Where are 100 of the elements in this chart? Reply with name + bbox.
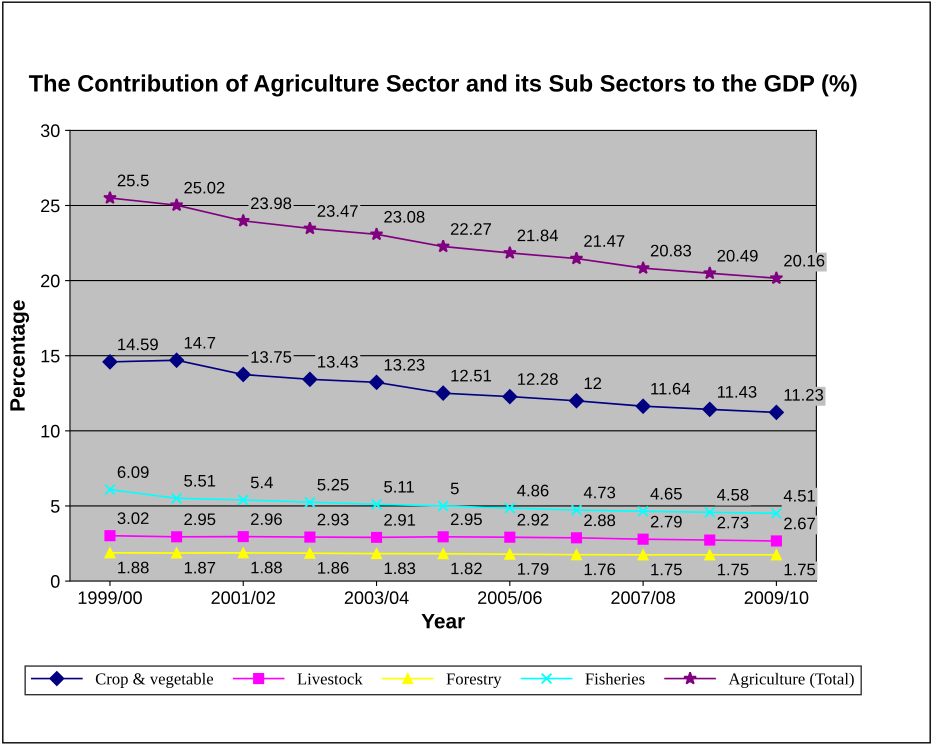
data-label: 13.23 xyxy=(384,358,424,371)
point xyxy=(238,531,249,542)
data-label: 12.28 xyxy=(518,373,558,385)
point xyxy=(370,227,384,240)
point xyxy=(570,251,584,264)
point xyxy=(368,374,384,390)
data-label: 1.82 xyxy=(451,562,482,574)
point xyxy=(238,547,249,558)
data-label: 25.02 xyxy=(184,182,224,194)
point xyxy=(504,502,516,514)
point xyxy=(770,508,782,520)
point xyxy=(768,404,784,420)
data-label: 1.87 xyxy=(184,562,216,574)
x-axis-title: Year xyxy=(422,614,465,629)
data-label: 1.79 xyxy=(518,562,548,575)
data-label: 22.27 xyxy=(450,223,491,235)
point xyxy=(636,260,650,274)
point xyxy=(104,530,116,542)
point xyxy=(637,505,649,518)
point xyxy=(704,506,716,518)
data-label: 5.25 xyxy=(318,478,349,491)
point xyxy=(704,534,716,546)
data-label: 12 xyxy=(584,377,602,390)
data-label: 3.02 xyxy=(118,512,149,524)
point xyxy=(237,494,250,506)
point xyxy=(568,393,584,408)
y-tick-label: 30 xyxy=(40,124,60,138)
point xyxy=(104,484,116,496)
point xyxy=(370,548,382,560)
data-label: 11.43 xyxy=(718,386,756,398)
x-tick-label: 2005/06 xyxy=(478,590,542,604)
point xyxy=(570,549,582,560)
data-label: 5.51 xyxy=(184,475,216,487)
data-label: 13.75 xyxy=(251,351,292,363)
x-tick-label: 2009/10 xyxy=(744,590,808,604)
point xyxy=(370,498,382,510)
data-label: 11.23 xyxy=(784,388,824,401)
point xyxy=(570,504,582,516)
data-label: 2.93 xyxy=(318,514,349,526)
legend-label: Forestry xyxy=(446,673,502,688)
data-label: 1.88 xyxy=(118,562,149,574)
point xyxy=(638,549,649,560)
data-label: 14.59 xyxy=(118,338,158,350)
legend-label: Livestock xyxy=(297,672,363,685)
data-label: 2.95 xyxy=(450,513,482,526)
data-label: 1.88 xyxy=(251,562,282,574)
point xyxy=(570,532,582,544)
point xyxy=(436,239,450,252)
point xyxy=(504,532,516,543)
data-label: 23.47 xyxy=(318,205,358,217)
data-label: 25.5 xyxy=(118,174,149,186)
y-tick-label: 0 xyxy=(50,575,60,588)
data-label: 1.75 xyxy=(784,564,816,576)
chart-title: The Contribution of Agriculture Sector and its Sub Sectors to the GDP (%) xyxy=(28,74,857,96)
data-label: 6.09 xyxy=(118,466,149,478)
data-label: 23.98 xyxy=(251,197,292,210)
point xyxy=(171,531,182,542)
point xyxy=(770,549,782,560)
data-label: 1.83 xyxy=(384,562,416,574)
data-label: 2.79 xyxy=(650,516,682,528)
data-label: 1.75 xyxy=(718,564,748,576)
y-axis-title: Percentage xyxy=(10,300,30,411)
point xyxy=(304,548,316,559)
data-label: 21.47 xyxy=(584,235,624,247)
point xyxy=(169,352,184,368)
data-label: 1.86 xyxy=(318,562,349,574)
point xyxy=(438,548,449,560)
data-label: 20.16 xyxy=(784,254,824,267)
data-label: 5.4 xyxy=(250,476,273,488)
data-label: 2.67 xyxy=(784,518,815,530)
point xyxy=(104,547,116,558)
point xyxy=(304,496,316,508)
point xyxy=(502,389,518,404)
data-label: 21.84 xyxy=(518,230,558,242)
data-label: 23.08 xyxy=(384,210,424,223)
x-tick-label: 2007/08 xyxy=(611,590,675,604)
data-label: 2.95 xyxy=(184,513,216,526)
data-label: 1.75 xyxy=(651,564,682,576)
data-label: 5 xyxy=(450,482,459,494)
point xyxy=(770,271,784,284)
point xyxy=(436,386,451,401)
legend-label: Fisheries xyxy=(585,672,644,685)
data-label: 4.86 xyxy=(517,484,548,496)
data-label: 5.11 xyxy=(384,481,414,493)
point xyxy=(303,221,317,234)
point xyxy=(102,354,118,370)
legend-label: Agriculture (Total) xyxy=(728,672,854,688)
point xyxy=(636,398,651,414)
data-label: 2.88 xyxy=(584,514,616,526)
y-tick-label: 10 xyxy=(42,424,60,438)
point xyxy=(438,531,449,542)
point xyxy=(437,500,449,512)
point xyxy=(770,535,782,547)
point xyxy=(171,547,182,559)
data-label: 2.73 xyxy=(718,516,748,528)
point xyxy=(103,190,117,204)
data-label: 14.7 xyxy=(184,336,216,348)
point xyxy=(302,372,318,387)
data-label: 1.76 xyxy=(584,563,616,576)
data-label: 4.51 xyxy=(784,490,815,502)
